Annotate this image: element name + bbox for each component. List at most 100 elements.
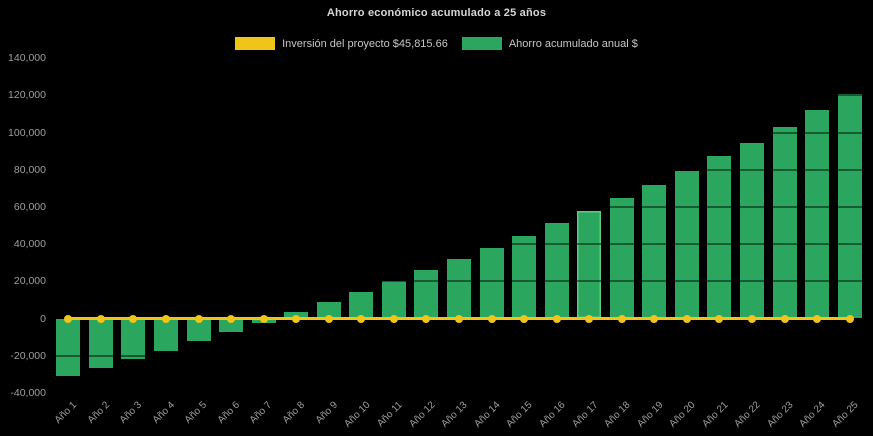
x-axis-tick-label: Año 10	[342, 399, 373, 430]
x-axis-tick-label: Año 25	[830, 399, 861, 430]
bar[interactable]	[153, 318, 178, 352]
gridline	[52, 354, 866, 357]
bar[interactable]	[88, 318, 113, 368]
gridline	[52, 94, 866, 97]
x-axis-tick-label: Año 14	[472, 399, 503, 430]
investment-point[interactable]	[194, 314, 203, 323]
investment-point[interactable]	[422, 314, 431, 323]
bar[interactable]	[316, 301, 341, 319]
bar[interactable]	[707, 155, 732, 319]
x-axis-tick-label: Año 5	[183, 399, 210, 426]
investment-point[interactable]	[552, 314, 561, 323]
investment-point[interactable]	[585, 314, 594, 323]
investment-point[interactable]	[520, 314, 529, 323]
x-axis-tick-label: Año 21	[700, 399, 731, 430]
investment-point[interactable]	[813, 314, 822, 323]
investment-point[interactable]	[748, 314, 757, 323]
y-axis-tick-label: 60,000	[13, 200, 46, 213]
y-axis-tick-label: 20,000	[13, 275, 46, 288]
bar[interactable]	[805, 110, 830, 319]
investment-point[interactable]	[259, 314, 268, 323]
bar[interactable]	[544, 222, 569, 319]
x-axis-tick-label: Año 2	[85, 399, 112, 426]
x-axis-tick-label: Año 24	[797, 399, 829, 430]
investment-point[interactable]	[324, 314, 333, 323]
gridline	[52, 280, 866, 283]
legend-item-inversion[interactable]: Inversión del proyecto $45,815.66	[235, 37, 448, 50]
investment-point[interactable]	[715, 314, 724, 323]
bar[interactable]	[674, 170, 699, 319]
bar[interactable]	[609, 197, 634, 319]
legend-label: Ahorro acumulado anual $	[508, 37, 638, 50]
bar[interactable]	[121, 318, 146, 360]
investment-point[interactable]	[357, 314, 366, 323]
x-axis-tick-label: Año 4	[150, 399, 177, 426]
y-axis-tick-label: -20,000	[10, 349, 46, 362]
legend: Inversión del proyecto $45,815.66 Ahorro …	[0, 37, 873, 50]
bar[interactable]	[381, 281, 406, 319]
bar[interactable]	[447, 258, 471, 319]
x-axis-tick-label: Año 12	[407, 399, 438, 430]
investment-point[interactable]	[487, 314, 496, 323]
bar[interactable]	[219, 318, 244, 333]
x-axis-tick-label: Año 3	[118, 399, 145, 426]
x-axis-tick-label: Año 17	[569, 399, 601, 430]
y-axis-tick-label: 120,000	[8, 89, 46, 102]
x-axis-tick-label: Año 13	[439, 399, 470, 430]
x-axis-tick-label: Año 11	[375, 399, 405, 430]
bar[interactable]	[772, 126, 797, 319]
legend-label: Inversión del proyecto $45,815.66	[282, 37, 448, 50]
investment-point[interactable]	[292, 314, 301, 323]
bar-highlighted[interactable]	[577, 210, 602, 319]
investment-point[interactable]	[780, 314, 789, 323]
investment-point[interactable]	[227, 314, 236, 323]
investment-point[interactable]	[389, 314, 398, 323]
legend-swatch	[235, 37, 276, 50]
investment-point[interactable]	[161, 314, 170, 323]
gridline	[52, 131, 866, 134]
gridline	[52, 205, 866, 208]
x-axis-tick-label: Año 20	[667, 399, 698, 430]
investment-point[interactable]	[650, 314, 659, 323]
bar[interactable]	[56, 318, 81, 377]
x-axis-tick-label: Año 22	[732, 399, 763, 430]
investment-point[interactable]	[455, 314, 463, 323]
bar[interactable]	[186, 318, 211, 341]
bar[interactable]	[837, 94, 862, 319]
bar[interactable]	[479, 247, 504, 319]
gridline	[52, 168, 866, 171]
x-axis-tick-label: Año 8	[280, 399, 308, 426]
legend-item-ahorro[interactable]: Ahorro acumulado anual $	[461, 37, 638, 50]
x-axis-tick-label: Año 9	[313, 399, 340, 426]
gridline	[52, 391, 866, 394]
investment-point[interactable]	[845, 314, 854, 323]
x-axis-tick-label: Año 23	[765, 399, 796, 430]
y-axis-tick-label: 40,000	[13, 238, 46, 251]
chart-title: Ahorro económico acumulado a 25 años	[326, 7, 547, 19]
investment-point[interactable]	[96, 314, 105, 323]
bar[interactable]	[349, 291, 374, 319]
investment-point[interactable]	[129, 314, 138, 323]
x-axis-tick-label: Año 15	[504, 399, 535, 430]
investment-point[interactable]	[617, 314, 626, 323]
y-axis-tick-label: -40,000	[10, 386, 46, 399]
y-axis-tick-label: 140,000	[8, 52, 46, 65]
investment-point[interactable]	[64, 314, 73, 323]
x-axis-tick-label: Año 7	[248, 399, 275, 426]
x-axis-tick-label: Año 6	[215, 399, 242, 426]
bar[interactable]	[414, 270, 439, 319]
bar[interactable]	[512, 235, 537, 319]
y-axis-tick-label: 0	[40, 312, 46, 325]
x-axis-tick-label: Año 19	[635, 399, 666, 430]
bar[interactable]	[740, 142, 765, 319]
x-axis-tick-label: Año 18	[602, 399, 633, 430]
y-axis-tick-label: 100,000	[8, 126, 46, 139]
legend-swatch	[461, 37, 502, 50]
gridline	[52, 57, 866, 60]
bar[interactable]	[642, 184, 667, 319]
x-axis-tick-label: Año 16	[537, 399, 568, 430]
investment-point[interactable]	[682, 314, 691, 323]
x-axis-tick-label: Año 1	[52, 399, 80, 426]
